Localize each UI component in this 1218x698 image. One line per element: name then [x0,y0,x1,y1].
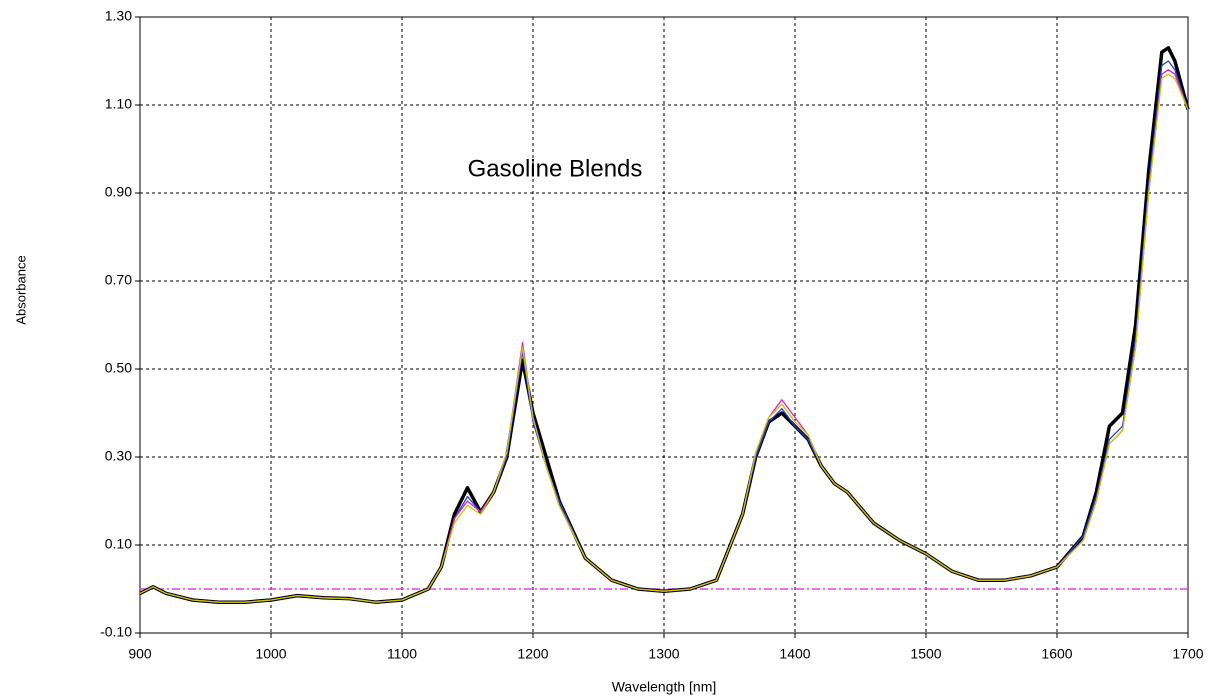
y-tick-label: 0.10 [105,536,132,552]
y-axis-label: Absorbance [13,255,28,324]
x-tick-label: 1600 [1041,646,1072,662]
spectrum-line [139,73,1189,603]
y-tick-label: 0.70 [105,272,132,288]
x-tick-label: 900 [128,646,152,662]
x-axis-label: Wavelength [nm] [612,679,717,695]
y-tick-label: 0.30 [105,448,132,464]
x-tick-label: 1500 [910,646,941,662]
y-tick-label: 0.90 [105,184,132,200]
y-tick-label: 1.30 [105,8,132,24]
x-tick-label: 1100 [387,646,417,662]
x-tick-label: 1400 [779,646,810,662]
y-tick-label: 0.50 [105,360,132,376]
y-tick-label: -0.10 [100,624,132,640]
x-tick-label: 1700 [1172,646,1203,662]
y-tick-label: 1.10 [105,96,132,112]
x-tick-label: 1000 [255,646,286,662]
plot-frame [139,16,1189,634]
x-tick-label: 1300 [648,646,679,662]
x-tick-label: 1200 [517,646,548,662]
chart-title: Gasoline Blends [468,155,643,182]
